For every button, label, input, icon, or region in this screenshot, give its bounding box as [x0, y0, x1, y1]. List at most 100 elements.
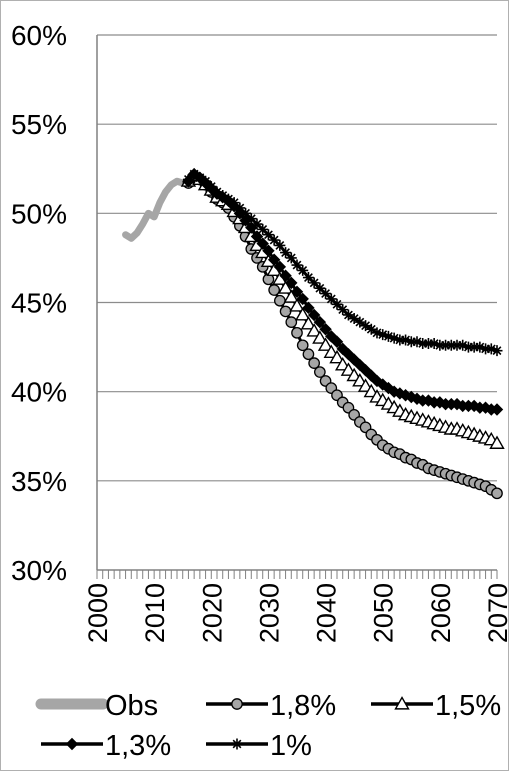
data-point-1pct [417, 338, 429, 350]
data-point-1-3pct [330, 335, 344, 348]
y-axis-tick-labels: 30% 35% 40% 45% 50% 55% 60% [11, 20, 67, 586]
legend-marker-1-5pct [394, 696, 410, 710]
data-point-1pct [205, 181, 217, 193]
series-1-8pct [182, 170, 503, 500]
legend-item-1-8pct: 1,8% [206, 690, 336, 722]
data-point-1pct [445, 339, 457, 351]
y-tick-label-40pct: 40% [11, 377, 67, 408]
data-point-1-5pct [329, 349, 345, 364]
gridlines [97, 34, 497, 482]
data-point-1-3pct [256, 237, 269, 250]
series-1pct [182, 168, 503, 357]
data-point-1pct [222, 193, 234, 205]
data-point-1pct [217, 190, 229, 201]
data-point-1pct [440, 339, 452, 351]
data-point-1pct [314, 282, 326, 294]
data-point-1pct [474, 341, 486, 353]
y-tick-label-35pct: 35% [11, 466, 67, 497]
data-point-1pct [354, 316, 366, 328]
axes [96, 35, 498, 579]
data-point-1pct [428, 338, 440, 350]
data-point-1pct [302, 272, 314, 284]
data-point-1pct [342, 309, 354, 321]
legend: Obs 1,8% 1,5% 1,3% 1% [35, 690, 501, 762]
series-obs [122, 177, 187, 242]
y-tick-label-60pct: 60% [11, 20, 67, 51]
data-point-1-5pct [283, 289, 299, 303]
data-point-1pct [485, 343, 497, 355]
data-point-1-3pct [267, 253, 281, 266]
data-point-1pct [434, 339, 446, 351]
data-point-1-3pct [285, 276, 298, 290]
data-point-1pct [234, 202, 246, 214]
series-layer [122, 167, 505, 500]
data-point-1-3pct [290, 285, 304, 299]
y-tick-label-45pct: 45% [11, 288, 67, 319]
data-point-1pct [200, 175, 212, 187]
data-point-1-8pct [268, 284, 280, 296]
x-tick-label-2030: 2030 [254, 583, 284, 643]
data-point-1pct [480, 343, 492, 355]
data-point-1pct [262, 229, 274, 241]
data-point-1-3pct [250, 230, 264, 243]
data-point-1pct [274, 239, 286, 251]
data-point-1pct [285, 252, 297, 264]
data-point-1-5pct [289, 298, 305, 312]
data-point-1pct [297, 264, 309, 276]
data-point-1-8pct [274, 294, 286, 307]
data-point-1-5pct [312, 330, 328, 344]
data-point-1-3pct [262, 244, 275, 257]
legend-item-obs: Obs [35, 690, 158, 722]
legend-item-1-3pct: 1,3% [41, 730, 171, 762]
data-point-1-3pct [319, 323, 332, 336]
data-point-1-3pct [302, 301, 315, 315]
data-point-1pct [194, 172, 206, 184]
legend-label-1-3pct: 1,3% [105, 730, 171, 762]
data-point-1pct [291, 259, 303, 271]
y-tick-label-55pct: 55% [11, 109, 67, 140]
data-point-1pct [451, 339, 463, 351]
data-point-1pct [240, 207, 252, 219]
data-point-1pct [188, 168, 200, 180]
data-point-1pct [468, 341, 480, 353]
y-tick-label-30pct: 30% [11, 555, 67, 586]
data-point-1pct [228, 197, 240, 209]
data-point-1-8pct [302, 348, 315, 361]
x-tick-label-2060: 2060 [426, 583, 456, 643]
data-point-1-3pct [273, 260, 287, 274]
data-point-1pct [211, 186, 223, 198]
data-point-1-3pct [313, 315, 327, 329]
data-point-1-8pct [279, 305, 292, 318]
data-point-1pct [371, 327, 383, 339]
x-tick-label-2070: 2070 [483, 583, 508, 643]
data-point-1-8pct [296, 339, 309, 352]
legend-label-1pct: 1% [270, 730, 312, 762]
data-point-1pct [360, 320, 372, 332]
legend-item-1pct: 1% [206, 730, 312, 762]
legend-marker-1pct [231, 738, 243, 750]
legend-label-1-8pct: 1,8% [270, 690, 336, 722]
data-point-1pct [320, 288, 332, 300]
x-axis-tick-labels: 2000 2010 2020 2030 2040 2050 2060 2070 [83, 583, 508, 643]
x-tick-label-2000: 2000 [83, 583, 113, 643]
x-tick-label-2010: 2010 [140, 583, 170, 643]
data-point-1pct [491, 345, 503, 357]
data-point-1pct [394, 334, 406, 346]
x-tick-label-2050: 2050 [369, 583, 399, 643]
data-point-1-8pct [314, 366, 326, 378]
legend-label-1-5pct: 1,5% [435, 690, 501, 722]
data-point-1-5pct [317, 337, 334, 351]
data-point-1-3pct [279, 269, 292, 282]
data-point-1pct [257, 223, 269, 235]
data-point-1pct [182, 173, 194, 185]
data-point-1-3pct [296, 292, 309, 306]
y-tick-label-50pct: 50% [11, 198, 67, 229]
legend-label-obs: Obs [105, 690, 158, 722]
legend-item-1-5pct: 1,5% [371, 690, 501, 722]
x-tick-label-2040: 2040 [312, 583, 342, 643]
data-point-1pct [422, 338, 434, 350]
data-point-1pct [411, 336, 423, 348]
data-point-1-8pct [291, 326, 303, 339]
data-point-1-5pct [300, 315, 317, 330]
